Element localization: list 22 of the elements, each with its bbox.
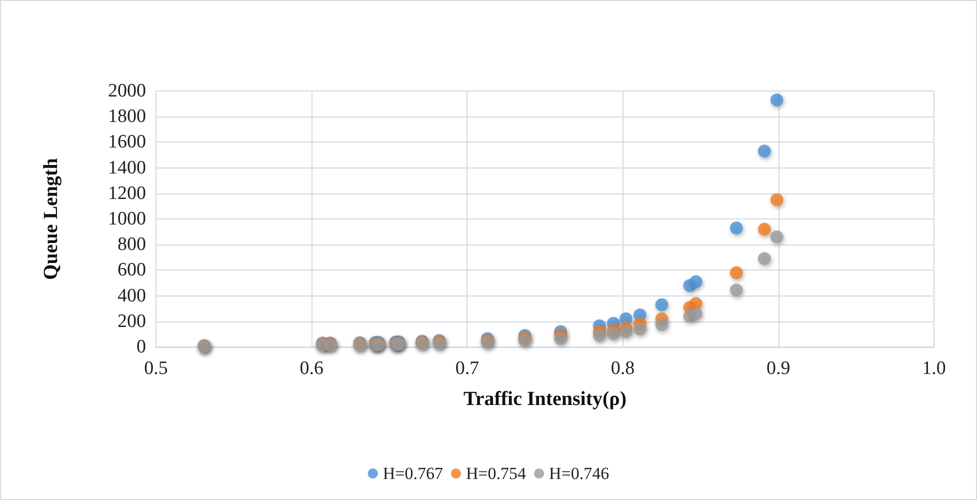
x-axis-title: Traffic Intensity(ρ) [463,388,627,410]
legend-label: H=0.767 [382,464,444,483]
y-tick-label: 0 [136,336,146,358]
x-tick-label: 0.7 [455,358,480,379]
x-tick-label: 0.9 [766,358,790,379]
y-tick-label: 400 [118,285,146,306]
y-tick-label: 200 [118,310,146,332]
y-tick-label: 1600 [108,132,146,153]
legend-label: H=0.754 [466,464,527,483]
y-tick-label: 2000 [108,80,146,102]
y-tick-label: 600 [118,260,146,281]
x-tick-label: 0.8 [610,358,635,379]
x-tick-label: 0.5 [144,358,168,379]
legend-label: H=0.746 [549,464,610,483]
x-tick-label: 1.0 [922,358,946,379]
y-tick-label: 800 [118,234,146,256]
y-tick-label: 1800 [108,106,146,128]
x-tick-label: 0.6 [300,358,324,379]
y-axis-title: Queue Length [40,158,62,280]
y-tick-label: 1000 [108,208,146,230]
y-tick-label: 1200 [108,182,146,204]
y-tick-label: 1400 [108,157,146,178]
